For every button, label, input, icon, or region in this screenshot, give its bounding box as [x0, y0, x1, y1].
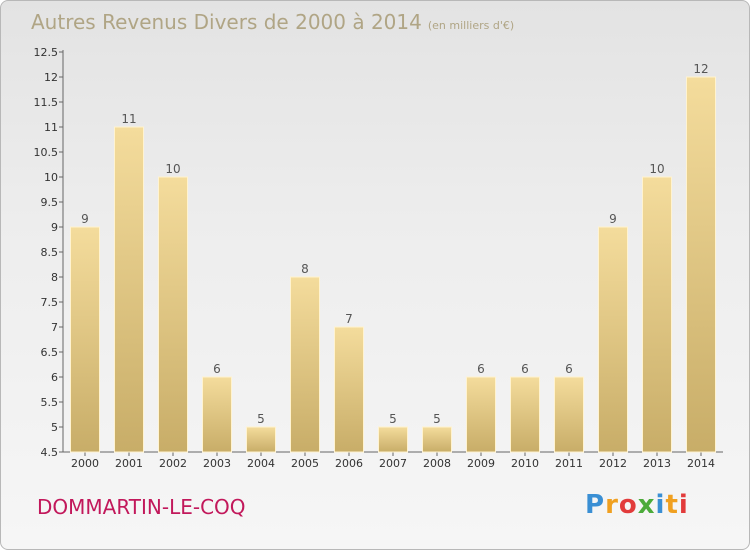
x-tick-label: 2002 [159, 457, 187, 470]
chart-title-text: Autres Revenus Divers de 2000 à 2014 [31, 10, 422, 34]
bar [686, 76, 716, 453]
y-tick-label: 12.5 [34, 46, 59, 59]
y-tick-label: 12 [44, 71, 58, 84]
x-tick-label: 2012 [599, 457, 627, 470]
data-label: 12 [693, 62, 708, 76]
x-tick-label: 2003 [203, 457, 231, 470]
x-tick-label: 2005 [291, 457, 319, 470]
data-label: 9 [81, 212, 89, 226]
x-tick-label: 2004 [247, 457, 275, 470]
data-label: 6 [521, 362, 529, 376]
logo-letter: o [618, 490, 638, 520]
bar [246, 426, 276, 453]
bar [202, 376, 232, 453]
bar [466, 376, 496, 453]
x-tick-label: 2014 [687, 457, 715, 470]
x-tick-label: 2013 [643, 457, 671, 470]
x-tick-label: 2006 [335, 457, 363, 470]
bar [510, 376, 540, 453]
y-tick-label: 6.5 [41, 346, 59, 359]
chart-title: Autres Revenus Divers de 2000 à 2014 (en … [31, 10, 514, 34]
labels: 2000 9 2001 11 2002 10 2003 6 2004 5 2005 8 2006 7 200… [71, 62, 715, 470]
logo-letter: i [655, 490, 666, 520]
x-tick-label: 2000 [71, 457, 99, 470]
chart-subtitle: (en milliers d'€) [427, 19, 515, 32]
data-label: 11 [121, 112, 136, 126]
bar [598, 226, 628, 453]
bar [158, 176, 188, 453]
y-tick-label: 10 [44, 171, 58, 184]
axes: 4.5 5 5.5 6 6.5 7 7.5 8 8.5 9 9.5 10 10.5 11 11.5 12 12.… [34, 46, 723, 459]
bar [114, 126, 144, 453]
data-label: 5 [433, 412, 441, 426]
bar [422, 426, 452, 453]
y-tick-label: 7 [51, 321, 58, 334]
data-label: 5 [257, 412, 265, 426]
data-label: 6 [213, 362, 221, 376]
y-tick-label: 4.5 [41, 446, 59, 459]
proxiti-logo: Proxiti [585, 490, 689, 520]
x-tick-label: 2007 [379, 457, 407, 470]
y-tick-label: 7.5 [41, 296, 59, 309]
data-label: 7 [345, 312, 353, 326]
bar [290, 276, 320, 453]
x-tick-label: 2001 [115, 457, 143, 470]
data-label: 6 [477, 362, 485, 376]
data-label: 10 [649, 162, 664, 176]
y-tick-label: 5.5 [41, 396, 59, 409]
y-tick-label: 10.5 [34, 146, 59, 159]
x-tick-label: 2008 [423, 457, 451, 470]
bar [70, 226, 100, 453]
bar [554, 376, 584, 453]
logo-letter: t [665, 490, 679, 520]
data-label: 9 [609, 212, 617, 226]
y-tick-label: 8.5 [41, 246, 59, 259]
bar [642, 176, 672, 453]
y-tick-label: 5 [51, 421, 58, 434]
bar [334, 326, 364, 453]
y-tick-label: 6 [51, 371, 58, 384]
logo-letter: x [637, 490, 656, 520]
data-label: 6 [565, 362, 573, 376]
logo-letter: i [678, 490, 689, 520]
bars [70, 76, 716, 453]
data-label: 5 [389, 412, 397, 426]
commune-name: DOMMARTIN-LE-COQ [37, 495, 246, 519]
bar [378, 426, 408, 453]
x-tick-label: 2010 [511, 457, 539, 470]
y-tick-label: 11.5 [34, 96, 59, 109]
y-tick-label: 9 [51, 221, 58, 234]
y-tick-label: 8 [51, 271, 58, 284]
x-tick-label: 2011 [555, 457, 583, 470]
logo-letter: r [605, 490, 619, 520]
y-tick-label: 9.5 [41, 196, 59, 209]
logo-letter: P [585, 490, 606, 520]
y-tick-label: 11 [44, 121, 58, 134]
x-tick-label: 2009 [467, 457, 495, 470]
data-label: 10 [165, 162, 180, 176]
data-label: 8 [301, 262, 309, 276]
